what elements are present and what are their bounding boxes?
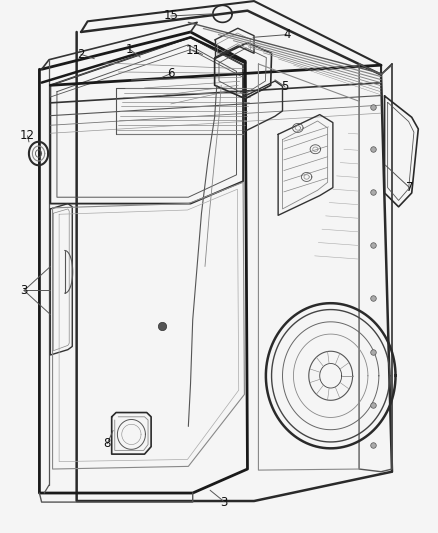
Text: 8: 8	[104, 437, 111, 450]
Text: 6: 6	[167, 67, 175, 80]
Text: 11: 11	[185, 44, 200, 56]
Text: 2: 2	[77, 48, 85, 61]
Text: 5: 5	[281, 80, 288, 93]
Text: 1: 1	[125, 43, 133, 55]
Text: 3: 3	[220, 496, 227, 508]
Text: 7: 7	[406, 181, 413, 194]
Text: 15: 15	[163, 10, 178, 22]
Text: 3: 3	[21, 284, 28, 297]
Text: 4: 4	[283, 28, 291, 41]
Text: 12: 12	[20, 130, 35, 142]
